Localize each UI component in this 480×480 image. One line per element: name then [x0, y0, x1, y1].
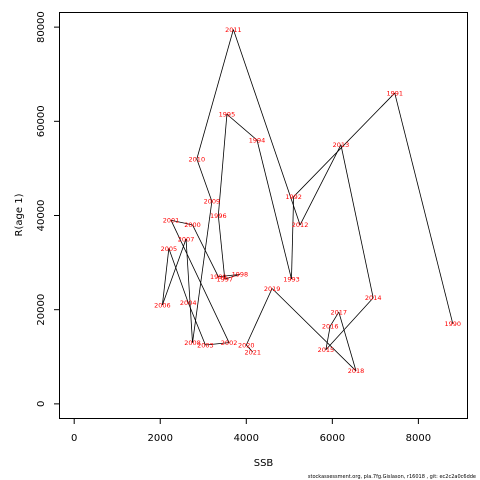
trajectory-segment — [325, 326, 331, 350]
year-label-2002: 2002 — [221, 339, 238, 347]
year-label-2019: 2019 — [264, 285, 281, 293]
year-label-2003: 2003 — [197, 341, 214, 349]
year-label-1999: 1999 — [210, 273, 227, 281]
trajectory-segment — [168, 248, 189, 303]
x-tick-label: 2000 — [148, 433, 173, 444]
x-axis-label: SSB — [254, 458, 274, 469]
year-label-2000: 2000 — [184, 221, 201, 229]
trajectory-segment — [187, 302, 206, 346]
year-label-1990: 1990 — [445, 320, 462, 328]
year-label-2006: 2006 — [154, 301, 171, 309]
year-label-1993: 1993 — [283, 275, 300, 283]
trajectory-segment — [162, 238, 187, 306]
trajectory-segment — [256, 140, 292, 280]
trajectory-segment — [329, 311, 340, 327]
year-label-1998: 1998 — [232, 271, 249, 279]
year-label-2005: 2005 — [161, 245, 178, 253]
year-label-2007: 2007 — [178, 235, 195, 243]
trajectory-segment — [245, 288, 273, 346]
trajectory-segment — [217, 215, 226, 280]
trajectory-segment — [218, 273, 240, 278]
trajectory-segment — [170, 219, 193, 226]
trajectory-segment — [205, 342, 230, 346]
trajectory-segment — [233, 29, 301, 226]
x-tick-label: 0 — [71, 433, 77, 444]
trajectory-segment — [291, 196, 295, 280]
trajectory-segment — [325, 297, 374, 350]
year-label-1996: 1996 — [210, 212, 227, 220]
year-label-1991: 1991 — [386, 89, 403, 97]
trajectory-segment — [196, 29, 234, 160]
trajectory-segment — [185, 239, 193, 343]
trajectory — [161, 29, 454, 372]
trajectory-segment — [245, 344, 254, 353]
trajectory-segment — [299, 144, 342, 226]
trajectory-segment — [226, 113, 258, 141]
trajectory-segment — [224, 273, 240, 280]
trajectory-segment — [394, 92, 454, 324]
year-label-1994: 1994 — [249, 136, 266, 144]
trajectory-segment — [271, 288, 357, 372]
trajectory-segment — [170, 220, 230, 343]
year-label-2001: 2001 — [163, 217, 180, 225]
year-label-2011: 2011 — [225, 26, 242, 34]
trajectory-segment — [338, 311, 357, 372]
year-label-2016: 2016 — [322, 322, 339, 330]
y-axis-label: R(age 1) — [14, 193, 25, 236]
trajectory-segment — [293, 92, 396, 197]
year-label-2004: 2004 — [180, 299, 197, 307]
year-label-2015: 2015 — [318, 346, 335, 354]
y-tick-label: 60000 — [36, 105, 47, 137]
year-label-2014: 2014 — [365, 294, 382, 302]
trajectory-segment — [196, 158, 213, 202]
year-label-2013: 2013 — [333, 141, 350, 149]
year-label-2010: 2010 — [189, 155, 206, 163]
year-label-2017: 2017 — [331, 308, 348, 316]
year-label-2009: 2009 — [204, 198, 221, 206]
year-label-2021: 2021 — [244, 348, 261, 356]
trajectory-segment — [340, 144, 374, 298]
trajectory-segment — [161, 248, 170, 306]
x-tick-label: 6000 — [320, 433, 345, 444]
y-tick-label: 40000 — [36, 200, 47, 232]
year-label-2012: 2012 — [292, 221, 309, 229]
year-label-2020: 2020 — [238, 341, 255, 349]
trajectory-segment — [192, 201, 213, 343]
year-label-1992: 1992 — [285, 193, 302, 201]
x-tick-label: 4000 — [234, 433, 259, 444]
year-label-1995: 1995 — [219, 111, 236, 119]
x-tick-label: 8000 — [406, 433, 431, 444]
y-tick-label: 80000 — [36, 11, 47, 43]
y-tick-label: 0 — [36, 401, 47, 407]
footer-credit: stockassessment.org, pla.7fg.Gislason, r… — [308, 474, 476, 480]
year-label-1997: 1997 — [217, 275, 234, 283]
y-tick-label: 20000 — [36, 294, 47, 326]
year-label-2008: 2008 — [184, 339, 201, 347]
year-label-2018: 2018 — [348, 367, 365, 375]
trajectory-segment — [217, 114, 228, 216]
